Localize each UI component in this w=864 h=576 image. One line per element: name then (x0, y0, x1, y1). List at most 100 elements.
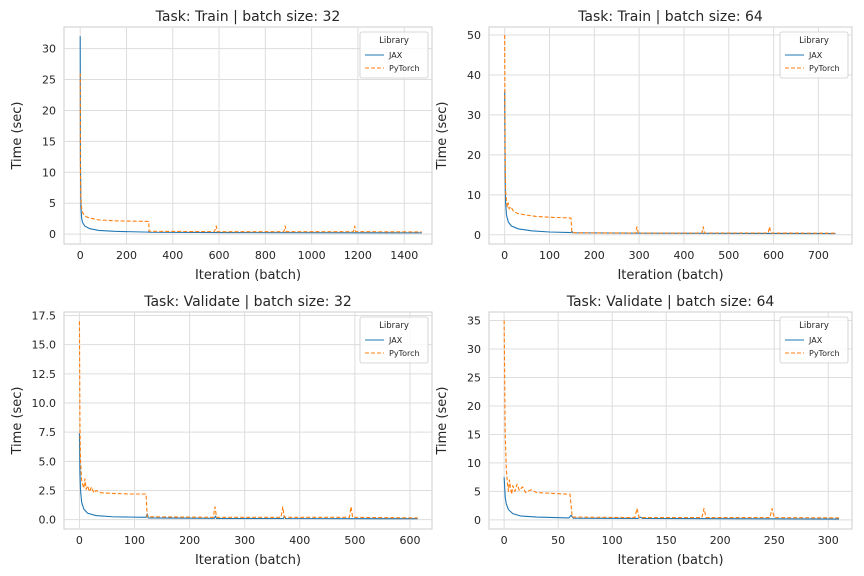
y-axis-label: Time (sec) (435, 386, 450, 455)
x-tick-label: 200 (116, 249, 137, 262)
x-tick-label: 1400 (390, 249, 418, 262)
subplot-2: 0 100 200 300 400 500 600 700 0 10 20 30 40 50 Task: T… (435, 9, 853, 283)
x-tick-label: 400 (673, 249, 694, 262)
x-tick-label: 600 (399, 534, 420, 547)
x-tick-label: 0 (501, 534, 508, 547)
series-line-pytorch (504, 34, 836, 234)
legend-label-jax: JAX (388, 336, 403, 345)
x-tick-label: 100 (602, 534, 623, 547)
y-axis-label: Time (sec) (10, 101, 25, 170)
y-tick-label: 5.0 (39, 455, 57, 468)
x-tick-label: 400 (289, 534, 310, 547)
y-tick-label: 0.0 (39, 514, 57, 527)
subplot-3: 0 100 200 300 400 500 600 0.0 2.5 5.0 7.5 10.0 12.5 1… (10, 294, 433, 568)
y-tick-label: 30 (467, 343, 481, 356)
chart-title: Task: Validate | batch size: 64 (566, 294, 775, 310)
x-tick-label: 800 (255, 249, 276, 262)
y-axis-label: Time (sec) (10, 386, 25, 455)
x-tick-label: 400 (162, 249, 183, 262)
y-tick-label: 40 (467, 69, 481, 82)
x-tick-label: 300 (818, 534, 839, 547)
y-tick-label: 0 (474, 514, 481, 527)
x-axis-label: Iteration (batch) (195, 553, 301, 568)
x-tick-label: 100 (124, 534, 145, 547)
legend-box (359, 31, 429, 79)
x-axis-label: Iteration (batch) (617, 553, 723, 568)
x-tick-label: 0 (77, 249, 84, 262)
x-tick-label: 200 (584, 249, 605, 262)
y-tick-label: 20 (467, 400, 481, 413)
chart-title: Task: Train | batch size: 32 (155, 9, 341, 25)
series-line-pytorch (79, 73, 422, 233)
y-tick-label: 17.5 (32, 310, 57, 323)
legend-title: Library (379, 36, 409, 46)
series-line-jax (504, 90, 836, 235)
y-tick-label: 25 (42, 74, 56, 87)
legend-label-jax: JAX (388, 51, 403, 60)
legend-label-pytorch: PyTorch (809, 349, 840, 358)
y-tick-label: 2.5 (39, 485, 57, 498)
x-tick-label: 300 (234, 534, 255, 547)
y-tick-label: 20 (42, 104, 56, 117)
x-tick-label: 50 (551, 534, 565, 547)
x-tick-label: 1000 (298, 249, 326, 262)
legend-title: Library (379, 321, 409, 331)
series-line-pytorch (78, 321, 418, 519)
legend-label-pytorch: PyTorch (389, 64, 420, 73)
x-tick-label: 200 (179, 534, 200, 547)
y-tick-label: 20 (467, 149, 481, 162)
legend-label-jax: JAX (808, 336, 823, 345)
legend: Library JAX PyTorch (779, 316, 849, 364)
legend-box (359, 316, 429, 364)
x-tick-label: 600 (209, 249, 230, 262)
y-tick-label: 5 (474, 485, 481, 498)
y-tick-label: 10.0 (32, 397, 57, 410)
y-axis-label: Time (sec) (435, 101, 450, 170)
y-tick-label: 0 (474, 229, 481, 242)
series-line-jax (79, 36, 422, 234)
x-tick-label: 500 (718, 249, 739, 262)
legend: Library JAX PyTorch (359, 31, 429, 79)
legend-title: Library (799, 36, 829, 46)
legend-box (779, 31, 849, 79)
x-tick-label: 600 (763, 249, 784, 262)
x-tick-label: 1200 (344, 249, 372, 262)
y-tick-label: 12.5 (32, 368, 57, 381)
x-axis-label: Iteration (batch) (617, 268, 723, 283)
chart-title: Task: Train | batch size: 64 (577, 9, 763, 25)
legend-label-jax: JAX (808, 51, 823, 60)
x-tick-label: 0 (76, 534, 83, 547)
x-tick-label: 100 (539, 249, 560, 262)
legend-label-pytorch: PyTorch (809, 64, 840, 73)
y-tick-label: 0 (49, 228, 56, 241)
x-tick-label: 500 (344, 534, 365, 547)
y-tick-label: 15 (42, 135, 56, 148)
y-tick-label: 15 (467, 428, 481, 441)
subplot-4: 0 50 100 150 200 250 300 0 5 10 15 20 25 30 35 Task: Va… (435, 294, 853, 568)
chart-title: Task: Validate | batch size: 32 (143, 294, 352, 310)
legend: Library JAX PyTorch (779, 31, 849, 79)
subplot-1: 0 200 400 600 800 1000 1200 1400 0 5 10 15 20 25 30 Tas… (10, 9, 433, 283)
y-tick-label: 25 (467, 371, 481, 384)
x-axis-label: Iteration (batch) (195, 268, 301, 283)
legend-label-pytorch: PyTorch (389, 349, 420, 358)
legend-title: Library (799, 321, 829, 331)
y-tick-label: 10 (467, 457, 481, 470)
y-tick-label: 10 (42, 166, 56, 179)
legend-box (779, 316, 849, 364)
series-line-pytorch (503, 320, 840, 519)
y-tick-label: 35 (467, 315, 481, 328)
y-tick-label: 10 (467, 189, 481, 202)
x-tick-label: 700 (808, 249, 829, 262)
x-tick-label: 250 (764, 534, 785, 547)
y-tick-label: 15.0 (32, 339, 57, 352)
y-tick-label: 5 (49, 197, 56, 210)
y-tick-label: 30 (42, 43, 56, 56)
y-tick-label: 30 (467, 109, 481, 122)
x-tick-label: 150 (656, 534, 677, 547)
x-tick-label: 0 (501, 249, 508, 262)
y-tick-label: 50 (467, 29, 481, 42)
y-tick-label: 7.5 (39, 426, 57, 439)
x-tick-label: 200 (710, 534, 731, 547)
